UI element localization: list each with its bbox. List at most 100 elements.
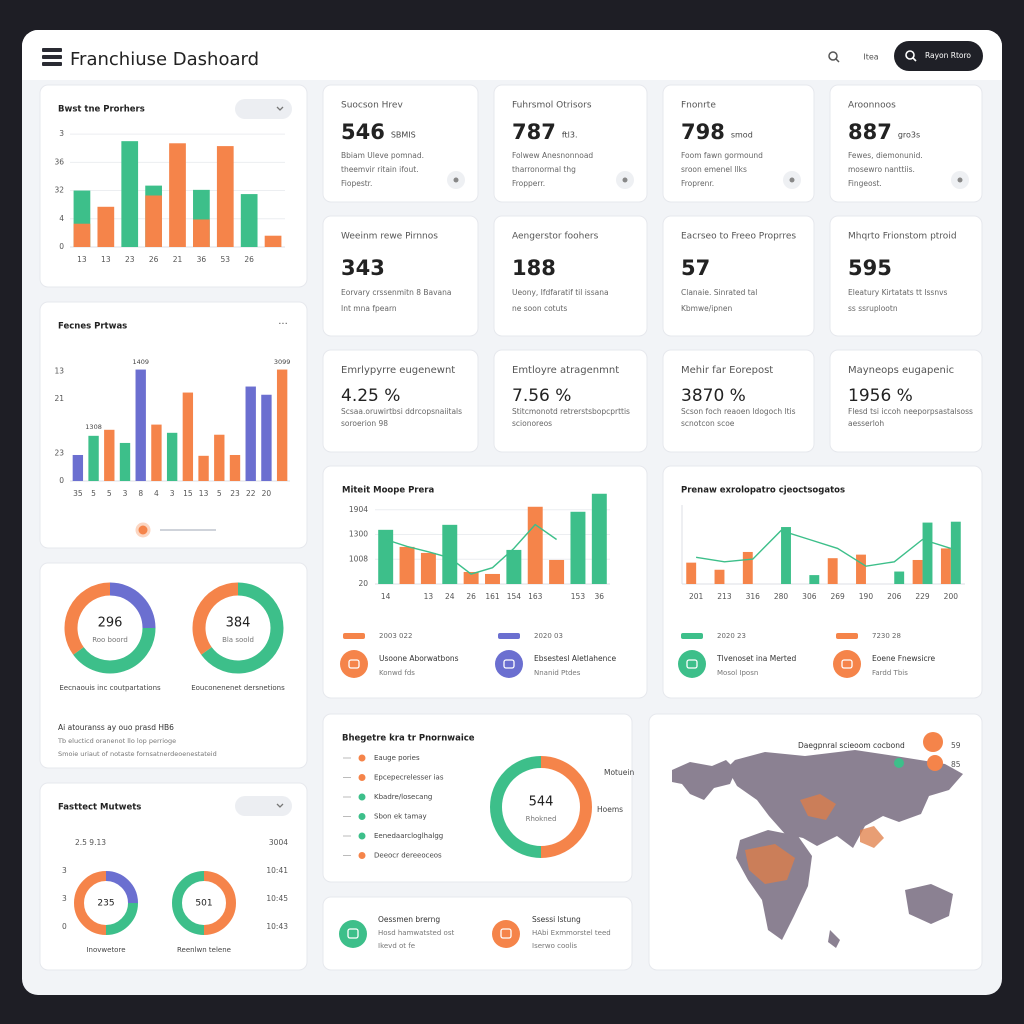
detail-icon [833, 650, 861, 678]
bar [261, 394, 272, 481]
kpi-icon-dot [453, 177, 459, 183]
search-icon[interactable] [828, 51, 840, 63]
kpi-text: sroon emenel llks [681, 165, 747, 174]
card-title: Bhegetre kra tr Pnornwaice [342, 734, 475, 744]
x-tick-label: 26 [149, 255, 159, 264]
map-bubble [927, 755, 943, 771]
header-bar [22, 30, 1002, 80]
y-tick-label: 1904 [349, 505, 368, 514]
x-tick-label: 13 [101, 255, 111, 264]
bar [119, 442, 131, 481]
kpi-unit: smod [731, 131, 753, 140]
donut-segment [105, 871, 138, 904]
card [493, 215, 648, 337]
bar [198, 455, 209, 481]
slider-knob[interactable] [135, 522, 151, 538]
detail-icon [678, 650, 706, 678]
list-label: Eenedaarcloglhalgg [374, 832, 443, 840]
kpi-text: scionoreos [512, 419, 552, 428]
header-link[interactable]: Itea [863, 53, 878, 62]
donut-segment [73, 627, 156, 674]
map-value: 85 [951, 760, 961, 769]
bar [135, 369, 146, 481]
detail-icon [495, 650, 523, 678]
button-search-icon [905, 50, 917, 62]
list-label: Kbadre/losecang [374, 793, 432, 801]
axis-label: 3 [62, 894, 67, 903]
dropdown[interactable] [235, 796, 292, 816]
list-label: Deeocr dereeoceos [374, 852, 442, 860]
card [829, 84, 983, 203]
kpi-text: Foom fawn gormound [681, 151, 763, 160]
x-tick-label: 4 [154, 489, 159, 498]
kpi-icon-dot [957, 177, 963, 183]
detail-icon-glyph [503, 659, 515, 669]
bar [922, 522, 933, 584]
x-tick-label: 53 [221, 255, 231, 264]
x-tick-label: 163 [528, 592, 543, 601]
kpi-text: Kbmwe/ipnen [681, 304, 732, 313]
x-tick-label: 213 [717, 592, 732, 601]
summary-text: Hosd hamwatsted ost [378, 929, 454, 937]
bar [240, 194, 258, 247]
dropdown[interactable] [235, 99, 292, 119]
summary-text: Ikevd ot fe [378, 942, 415, 950]
legend-label: 2003 022 [379, 632, 412, 640]
chart-title: Miteit Moope Prera [342, 486, 434, 496]
kpi-value: 787 [512, 120, 556, 144]
axis-label: 10:45 [266, 894, 288, 903]
kpi-title: Aengerstor foohers [512, 232, 599, 242]
kpi-title: Fuhrsmol Otrisors [512, 101, 592, 111]
side-label: Hoems [597, 805, 623, 814]
donut-caption: Eouconenenet dersnetions [191, 684, 285, 692]
legend-swatch [343, 633, 365, 639]
kpi-value: 3870 % [681, 386, 746, 406]
chevron [276, 803, 284, 808]
bar [182, 392, 194, 481]
kpi-text: Bbiam Uleve pomnad. [341, 151, 424, 160]
kpi-icon-dot [789, 177, 795, 183]
donut-segment [201, 582, 284, 674]
note: Ai atouranss ay ouo prasd HB6 [58, 723, 174, 732]
kpi-text: Fingeost. [848, 179, 882, 188]
list-dot [358, 793, 366, 801]
summary-title: Ssessi lstung [532, 915, 581, 924]
bar [940, 548, 951, 584]
kpi-unit: ftl3. [562, 131, 578, 140]
map-region [860, 826, 884, 848]
summary-text: Iserwo coolis [532, 942, 577, 950]
map-land [727, 750, 963, 848]
bar [378, 529, 394, 584]
bar [894, 571, 905, 584]
kpi-text: Froprenr. [681, 179, 714, 188]
button-label[interactable]: Rayon Rtoro [925, 51, 971, 60]
bar [216, 146, 234, 247]
kpi-title: Emtloyre atragenmnt [512, 365, 619, 376]
bar [145, 195, 162, 247]
donut-segment [64, 582, 111, 655]
bar [193, 219, 210, 247]
legend-swatch [836, 633, 858, 639]
kpi-title: Fnonrte [681, 101, 716, 111]
legend-label: 2020 03 [534, 632, 563, 640]
header-button[interactable] [894, 41, 983, 71]
more-menu[interactable]: ··· [278, 319, 288, 330]
bar [229, 454, 241, 481]
y-tick-label: 0 [59, 476, 64, 485]
kpi-value: 7.56 % [512, 386, 571, 406]
summary-icon-glyph [347, 928, 359, 939]
side-label: Motuein [604, 768, 634, 777]
detail-icon-glyph [686, 659, 698, 669]
detail-title: Ebsestesl Aletlahence [534, 654, 617, 663]
map-legend: Daegpnral scieoom cocbond [798, 741, 905, 750]
donut-caption: Inovwetore [86, 946, 125, 954]
y-tick-label: 20 [358, 579, 368, 588]
axis-label: 0 [62, 922, 67, 931]
kpi-value: 1956 % [848, 386, 913, 406]
x-tick-label: 280 [774, 592, 789, 601]
bar [485, 573, 500, 584]
list-label: Sbon ek tamay [374, 813, 427, 821]
